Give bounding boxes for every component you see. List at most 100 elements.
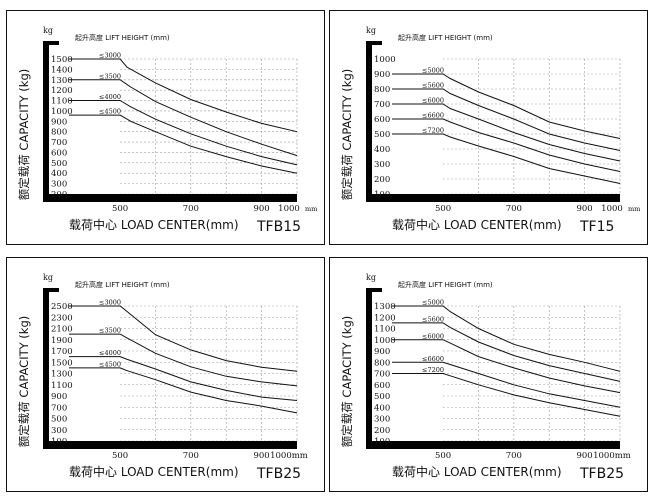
x-tick-label: 1000mm — [270, 451, 308, 461]
y-unit-label: kg — [43, 26, 53, 35]
series-label: ≤3000 — [99, 299, 121, 307]
y-tick-label: 1900 — [51, 336, 73, 346]
y-tick-label: 1500 — [51, 358, 73, 368]
fork-mast-tip — [43, 41, 59, 45]
series-line — [392, 88, 621, 151]
y-tick-label: 300 — [51, 426, 67, 436]
fork-base-axis — [366, 194, 620, 202]
x-tick-label: 500 — [435, 204, 451, 214]
y-tick-label: 700 — [51, 403, 67, 413]
fork-base-axis — [366, 441, 620, 449]
y-tick-label: 500 — [374, 130, 390, 140]
series-label: ≤6000 — [422, 97, 444, 105]
y-axis-label: 额定载荷 CAPACITY (kg) — [17, 316, 31, 447]
series-line — [69, 333, 298, 387]
y-tick-label: 1200 — [374, 313, 396, 323]
y-tick-label: 1700 — [51, 347, 73, 357]
y-tick-label: 100 — [51, 437, 67, 447]
fork-mast-axis — [43, 41, 49, 202]
chart-panel-tfb15: 200 300 400 500 600 700 800 900 1000 1100 1200 1300… — [6, 10, 325, 245]
x-tick-label: 900 — [576, 451, 592, 461]
fork-mast-axis — [366, 41, 372, 202]
series-line — [69, 114, 298, 174]
x-tick-label: 1000 — [601, 204, 623, 214]
chart-panel-tf15: 100 200 300 400 500 600 700 800 900 1000 500 700 900… — [329, 10, 648, 245]
y-tick-label: 2500 — [51, 302, 73, 312]
y-tick-label: 1500 — [51, 55, 73, 65]
model-name: TF15 — [579, 219, 614, 235]
fork-mast-tip — [366, 288, 382, 292]
series-line — [69, 367, 298, 414]
x-tick-label: 1000mm — [593, 451, 631, 461]
y-tick-label: 600 — [374, 115, 390, 125]
y-tick-label: 800 — [374, 85, 390, 95]
series-line — [392, 305, 621, 372]
y-tick-label: 900 — [374, 70, 390, 80]
y-tick-label: 500 — [51, 159, 67, 169]
y-tick-label: 200 — [374, 426, 390, 436]
series-label: ≤3500 — [99, 72, 121, 80]
x-tick-label: 700 — [183, 451, 199, 461]
x-unit-label: mm — [628, 205, 640, 213]
series-label: ≤3500 — [99, 327, 121, 335]
series-label: ≤5000 — [422, 299, 444, 307]
chart-panel-tfb25-b: 100 200 300 400 500 600 700 800 900 1000 1100 1200 1… — [329, 257, 648, 492]
chart-title: 起升高度 LIFT HEIGHT (mm) — [75, 280, 170, 289]
series-line — [69, 305, 298, 372]
x-axis-label: 载荷中心 LOAD CENTER(mm) — [69, 464, 239, 479]
series-label: ≤6600 — [422, 355, 444, 363]
y-tick-label: 700 — [374, 370, 390, 380]
chart-title: 起升高度 LIFT HEIGHT (mm) — [398, 280, 493, 289]
y-tick-label: 300 — [51, 180, 67, 190]
x-axis-label: 载荷中心 LOAD CENTER(mm) — [392, 217, 562, 232]
y-axis-label: 额定载荷 CAPACITY (kg) — [17, 69, 31, 200]
chart-svg: 2003004005006007008009001000110012001300… — [17, 26, 317, 235]
x-tick-label: 900 — [576, 204, 592, 214]
fork-base-axis — [43, 194, 297, 202]
series-line — [392, 133, 621, 184]
x-tick-label: 900 — [253, 451, 269, 461]
chart-panel-tfb25-a: 100 300 500 700 900 1100 1300 1500 1700 1900 2100 2… — [6, 257, 325, 492]
fork-mast-tip — [366, 41, 382, 45]
x-unit-label: mm — [305, 205, 317, 213]
series-label: ≤4500 — [99, 360, 121, 368]
y-axis-label: 额定载荷 CAPACITY (kg) — [340, 69, 354, 200]
series-line — [392, 73, 621, 139]
y-tick-label: 100 — [374, 190, 390, 200]
y-tick-label: 600 — [374, 381, 390, 391]
y-axis-label: 额定载荷 CAPACITY (kg) — [340, 316, 354, 447]
x-tick-label: 500 — [435, 451, 451, 461]
chart-title: 起升高度 LIFT HEIGHT (mm) — [398, 33, 493, 42]
y-tick-label: 2300 — [51, 313, 73, 323]
y-tick-label: 900 — [51, 117, 67, 127]
y-unit-label: kg — [366, 273, 376, 282]
y-tick-label: 1300 — [374, 302, 396, 312]
series-line — [69, 356, 298, 401]
x-tick-label: 700 — [506, 451, 522, 461]
y-tick-label: 800 — [51, 128, 67, 138]
y-tick-label: 1400 — [51, 65, 73, 75]
y-unit-label: kg — [366, 26, 376, 35]
series-line — [69, 99, 298, 166]
y-tick-label: 1000 — [51, 107, 73, 117]
series-line — [392, 118, 621, 172]
series-label: ≤6600 — [422, 112, 444, 120]
series-line — [392, 103, 621, 162]
x-axis-label: 载荷中心 LOAD CENTER(mm) — [392, 464, 562, 479]
series-line — [392, 339, 621, 394]
y-tick-label: 100 — [374, 437, 390, 447]
x-tick-label: 500 — [112, 204, 128, 214]
series-line — [392, 361, 621, 408]
model-name: TFB25 — [579, 466, 624, 482]
y-tick-label: 1200 — [51, 86, 73, 96]
y-tick-label: 1000 — [374, 336, 396, 346]
x-axis-label: 载荷中心 LOAD CENTER(mm) — [69, 217, 239, 232]
series-line — [392, 373, 621, 417]
y-tick-label: 300 — [374, 415, 390, 425]
x-tick-label: 700 — [506, 204, 522, 214]
y-tick-label: 700 — [51, 138, 67, 148]
y-tick-label: 500 — [374, 392, 390, 402]
series-label: ≤6000 — [422, 332, 444, 340]
y-tick-label: 400 — [374, 145, 390, 155]
fork-base-axis — [43, 441, 297, 449]
